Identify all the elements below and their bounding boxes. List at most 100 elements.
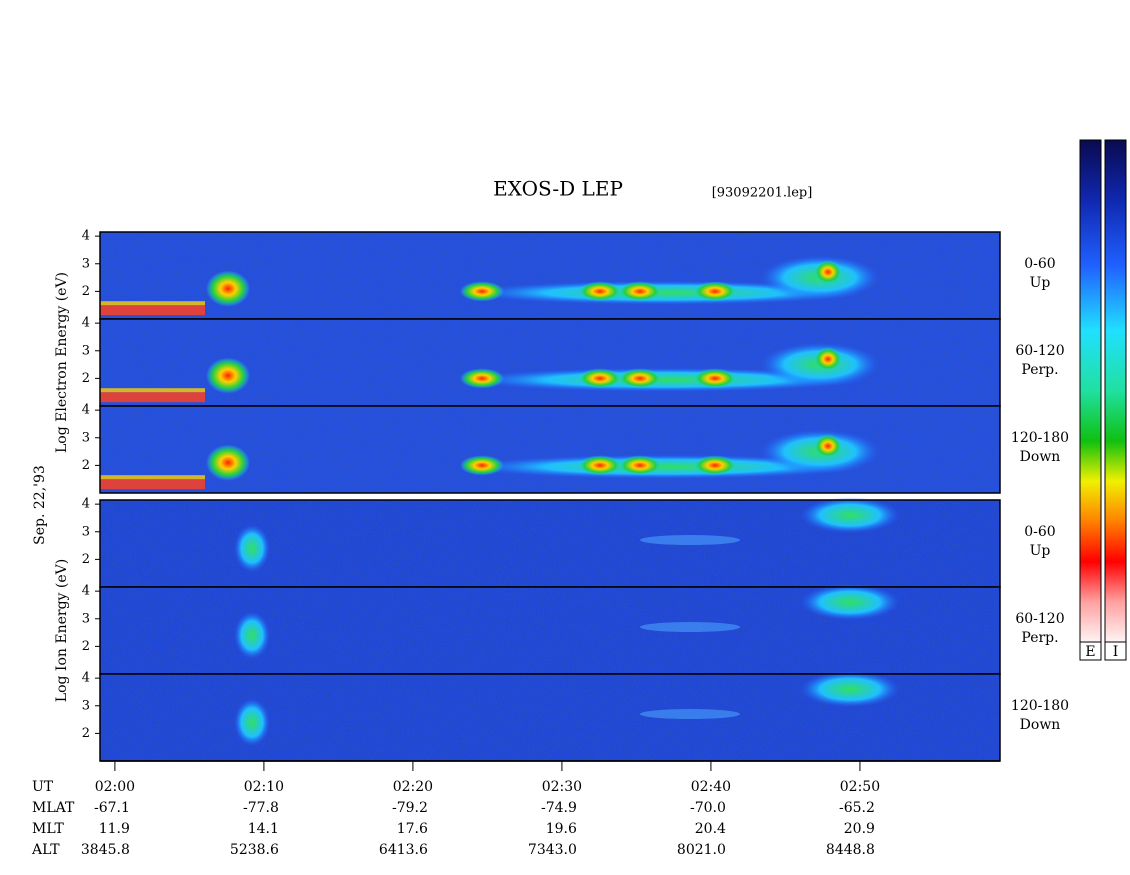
panel-label: 120-180 bbox=[1011, 430, 1069, 446]
orbit-value: -74.9 bbox=[541, 800, 577, 816]
panel-frame bbox=[99, 405, 1001, 494]
feature bbox=[814, 260, 842, 285]
y-tick-label: 3 bbox=[82, 698, 90, 713]
orbit-value: -77.8 bbox=[243, 800, 279, 816]
panel-label: 0-60 bbox=[1024, 524, 1055, 540]
feature bbox=[100, 301, 205, 306]
orbit-row-name: ALT bbox=[31, 842, 60, 858]
orbit-value: 5238.6 bbox=[230, 842, 279, 858]
orbit-value: 19.6 bbox=[546, 821, 577, 837]
orbit-value: 14.1 bbox=[248, 821, 279, 837]
orbit-value: -65.2 bbox=[839, 800, 875, 816]
orbit-value: 17.6 bbox=[397, 821, 428, 837]
orbit-value: 3845.8 bbox=[81, 842, 130, 858]
feature bbox=[640, 622, 740, 633]
date-label: Sep. 22,'93 bbox=[32, 465, 48, 545]
colorbar-label: E bbox=[1085, 644, 1095, 660]
y-tick-label: 4 bbox=[82, 403, 90, 418]
feature bbox=[206, 357, 250, 394]
feature bbox=[693, 281, 737, 302]
feature bbox=[460, 281, 504, 302]
orbit-value: -79.2 bbox=[392, 800, 428, 816]
colorbar-box bbox=[1079, 641, 1102, 661]
y-tick-label: 3 bbox=[82, 256, 90, 271]
feature bbox=[814, 347, 842, 372]
feature bbox=[578, 368, 622, 389]
feature bbox=[618, 368, 662, 389]
feature bbox=[100, 392, 205, 403]
colorbar-label: I bbox=[1113, 644, 1119, 660]
x-tick-label: 02:00 bbox=[95, 779, 135, 795]
feature bbox=[234, 611, 270, 660]
panel-sublabel: Down bbox=[1020, 717, 1061, 733]
feature bbox=[234, 698, 270, 747]
feature bbox=[460, 455, 504, 476]
y-tick-label: 4 bbox=[82, 497, 90, 512]
panel-sublabel: Up bbox=[1030, 275, 1051, 291]
feature bbox=[640, 709, 740, 720]
feature bbox=[100, 305, 205, 316]
feature bbox=[618, 455, 662, 476]
orbit-value: 6413.6 bbox=[379, 842, 428, 858]
orbit-value: -70.0 bbox=[690, 800, 726, 816]
y-tick-label: 4 bbox=[82, 671, 90, 686]
orbit-value: 8448.8 bbox=[826, 842, 875, 858]
feature bbox=[693, 455, 737, 476]
y-tick-label: 2 bbox=[82, 639, 90, 654]
y-tick-label: 2 bbox=[82, 726, 90, 741]
orbit-row-name: MLAT bbox=[32, 800, 75, 816]
colorbar bbox=[1104, 139, 1127, 643]
file-label: [93092201.lep] bbox=[712, 186, 813, 201]
colorbars: E I bbox=[1079, 139, 1127, 661]
feature bbox=[100, 475, 205, 480]
feature bbox=[465, 367, 865, 392]
orbit-value: 7343.0 bbox=[528, 842, 577, 858]
feature bbox=[618, 281, 662, 302]
y-tick-label: 2 bbox=[82, 371, 90, 386]
feature bbox=[800, 671, 900, 708]
y-tick-label: 2 bbox=[82, 458, 90, 473]
panel-label: 60-120 bbox=[1015, 343, 1064, 359]
feature bbox=[578, 455, 622, 476]
feature bbox=[234, 524, 270, 573]
orbit-value: -67.1 bbox=[94, 800, 130, 816]
x-axis-label: UT bbox=[32, 779, 54, 795]
panel-sublabel: Perp. bbox=[1021, 630, 1058, 646]
y-tick-label: 3 bbox=[82, 611, 90, 626]
panel-label: 60-120 bbox=[1015, 611, 1064, 627]
feature bbox=[800, 584, 900, 621]
panel-sublabel: Up bbox=[1030, 543, 1051, 559]
feature bbox=[578, 281, 622, 302]
feature bbox=[465, 454, 865, 479]
y-tick-label: 3 bbox=[82, 343, 90, 358]
panel-label: 0-60 bbox=[1024, 256, 1055, 272]
chart-title: EXOS-D LEP bbox=[493, 177, 623, 201]
feature bbox=[206, 444, 250, 481]
x-tick-label: 02:30 bbox=[542, 779, 582, 795]
x-tick-label: 02:50 bbox=[840, 779, 880, 795]
feature bbox=[100, 388, 205, 393]
panel-sublabel: Down bbox=[1020, 449, 1061, 465]
colorbar-box bbox=[1104, 641, 1127, 661]
x-tick-label: 02:40 bbox=[691, 779, 731, 795]
feature bbox=[640, 535, 740, 546]
y-tick-label: 2 bbox=[82, 552, 90, 567]
feature bbox=[693, 368, 737, 389]
y-axis-label: Log Ion Energy (eV) bbox=[54, 559, 70, 702]
x-tick-label: 02:10 bbox=[244, 779, 284, 795]
panel-label: 120-180 bbox=[1011, 698, 1069, 714]
y-tick-label: 3 bbox=[82, 430, 90, 445]
y-tick-label: 4 bbox=[82, 229, 90, 244]
orbit-value: 20.9 bbox=[844, 821, 875, 837]
orbit-value: 8021.0 bbox=[677, 842, 726, 858]
feature bbox=[800, 497, 900, 534]
feature bbox=[206, 270, 250, 307]
panel-sublabel: Perp. bbox=[1021, 362, 1058, 378]
x-tick-label: 02:20 bbox=[393, 779, 433, 795]
orbit-row-name: MLT bbox=[32, 821, 64, 837]
feature bbox=[100, 479, 205, 490]
feature bbox=[814, 434, 842, 459]
y-tick-label: 4 bbox=[82, 584, 90, 599]
y-axis-label: Log Electron Energy (eV) bbox=[54, 272, 70, 453]
